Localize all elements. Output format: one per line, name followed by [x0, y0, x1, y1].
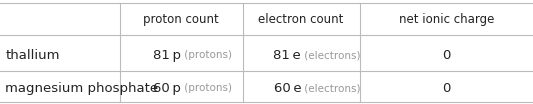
Text: proton count: proton count [143, 13, 219, 26]
Text: magnesium phosphate: magnesium phosphate [5, 82, 158, 95]
Text: electron count: electron count [259, 13, 344, 26]
Text: 0: 0 [442, 49, 450, 62]
Text: 60 e: 60 e [273, 82, 301, 95]
Text: 60 p: 60 p [154, 82, 181, 95]
Text: 81 p: 81 p [153, 49, 181, 62]
Text: thallium: thallium [5, 49, 60, 62]
Text: (electrons): (electrons) [301, 50, 361, 60]
Text: (protons): (protons) [181, 50, 232, 60]
Text: 0: 0 [442, 82, 450, 95]
Text: net ionic charge: net ionic charge [399, 13, 494, 26]
Text: (electrons): (electrons) [301, 83, 361, 93]
Text: 81 e: 81 e [273, 49, 301, 62]
Text: (protons): (protons) [181, 83, 232, 93]
